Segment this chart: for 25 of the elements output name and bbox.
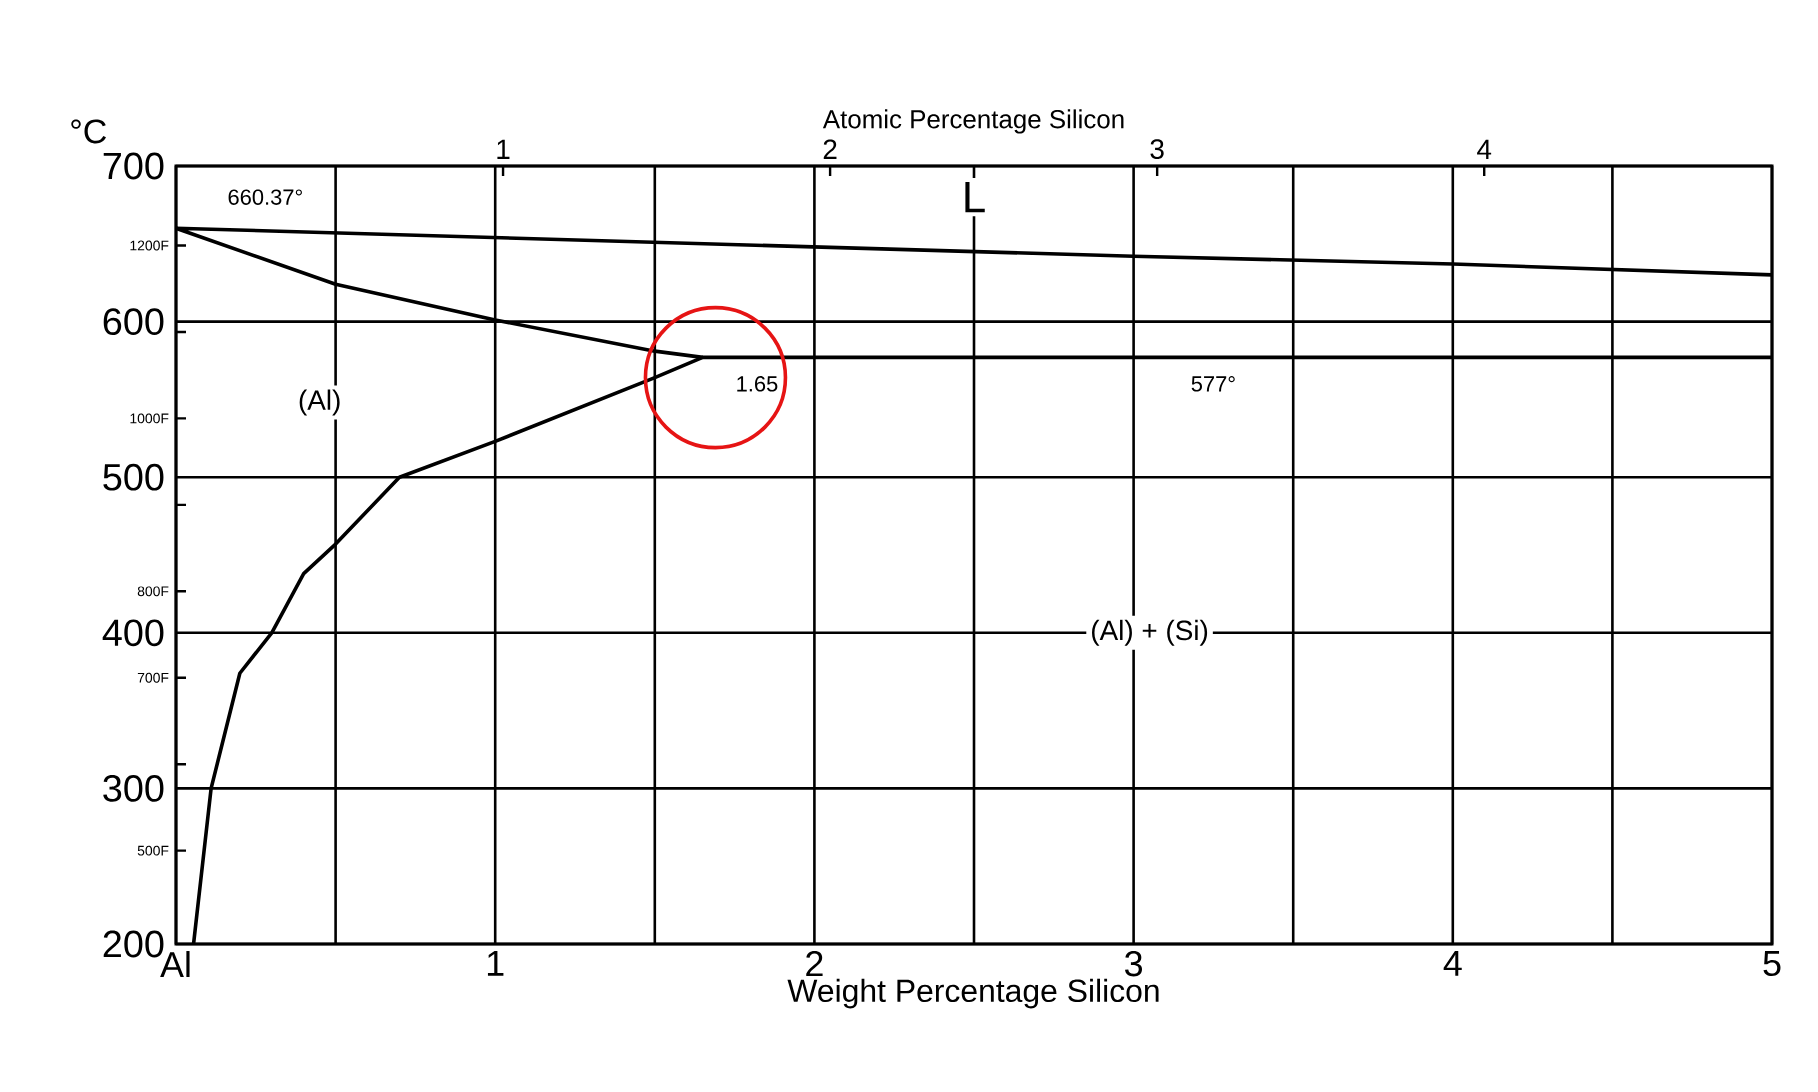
x2-tick-label: 4 <box>1477 139 1492 159</box>
x-axis-title: Weight Percentage Silicon <box>787 978 1159 1009</box>
x-tick-label: 4 <box>1443 951 1462 976</box>
y-tick-label: 400 <box>102 619 164 647</box>
y-tick-label: 700 <box>103 152 164 180</box>
x-tick-label: 2 <box>806 951 823 977</box>
annotation: 660.37° <box>228 189 302 205</box>
annotation: 577° <box>1191 376 1235 392</box>
x-tick-label: 1 <box>487 951 504 976</box>
x-tick-label: 5 <box>1763 951 1781 977</box>
annotation: (Al) + (Si) <box>1092 619 1208 646</box>
y-tick-label: 500 <box>103 463 164 491</box>
x2-tick-label: 1 <box>497 139 510 159</box>
x-tick-label: Al <box>160 951 190 978</box>
annotation: 1.65 <box>737 376 778 392</box>
y-tick-label: 600 <box>103 308 164 335</box>
y-tick-label: 200 <box>103 930 164 958</box>
x2-tick-label: 3 <box>1150 139 1164 159</box>
y-axis-title: °C <box>71 119 106 144</box>
x-tick-label: 3 <box>1125 951 1143 977</box>
annotation: (Al) <box>299 389 340 416</box>
annotation: L <box>965 182 985 213</box>
y-tick-label: 300 <box>103 774 164 802</box>
x2-tick-label: 2 <box>823 139 837 159</box>
x2-axis-title: Atomic Percentage Silicon <box>822 109 1124 134</box>
